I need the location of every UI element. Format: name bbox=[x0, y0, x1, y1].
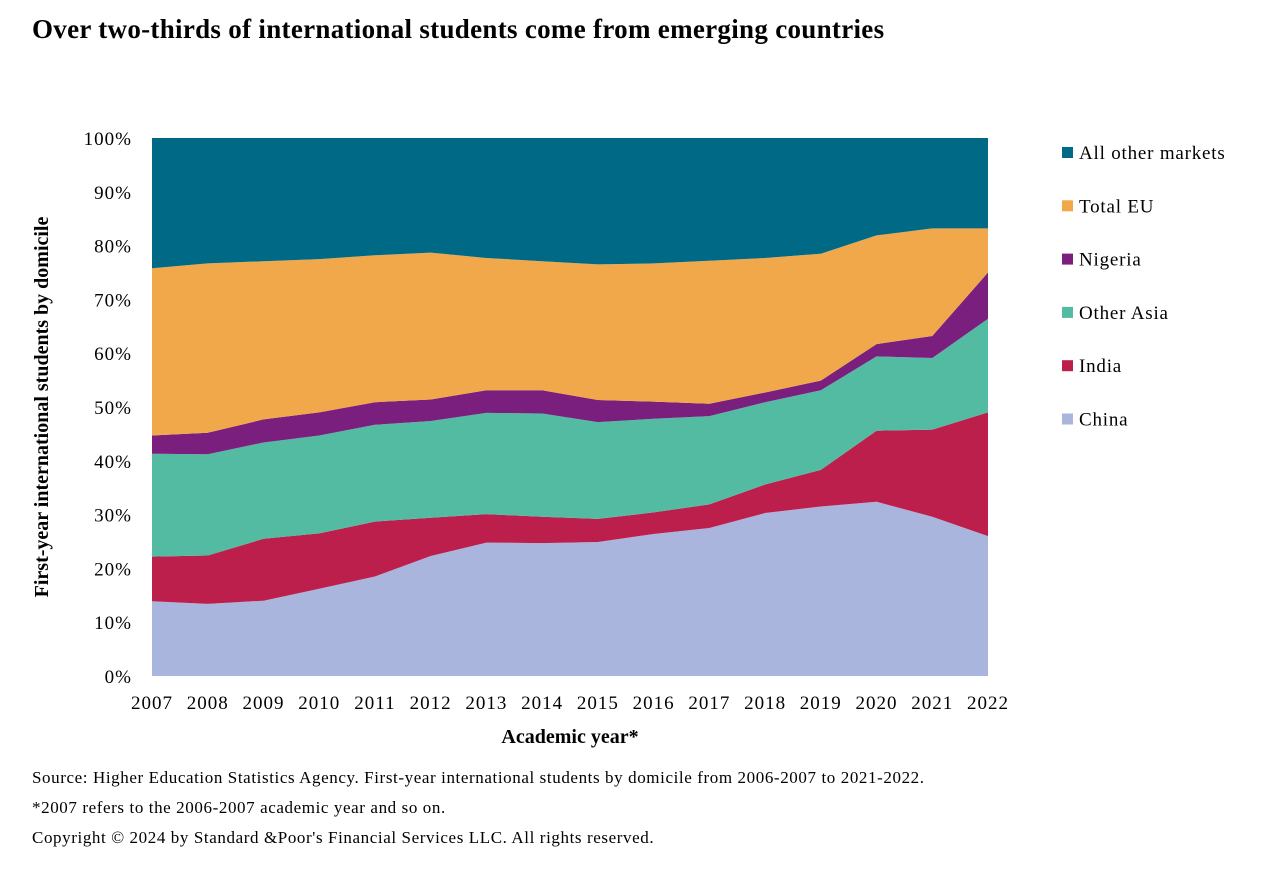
legend: All other markets Total EU Nigeria Other As… bbox=[1062, 143, 1226, 431]
x-tick-label: 2011 bbox=[354, 693, 395, 714]
x-tick-label: 2010 bbox=[298, 693, 340, 714]
y-tick-label: 20% bbox=[94, 559, 132, 580]
x-tick-label: 2014 bbox=[521, 693, 563, 714]
legend-swatch bbox=[1062, 253, 1073, 265]
x-tick-label: 2022 bbox=[967, 693, 1009, 714]
x-tick-label: 2017 bbox=[688, 693, 730, 714]
legend-swatch bbox=[1062, 413, 1073, 425]
y-tick-label: 30% bbox=[94, 506, 132, 527]
x-tick-label: 2009 bbox=[242, 693, 284, 714]
legend-item: India bbox=[1062, 356, 1122, 377]
x-tick-label: 2007 bbox=[131, 693, 173, 714]
y-tick-label: 50% bbox=[94, 398, 132, 419]
legend-swatch bbox=[1062, 200, 1073, 212]
y-tick-label: 70% bbox=[94, 290, 132, 311]
legend-label: India bbox=[1079, 356, 1122, 377]
legend-item: Total EU bbox=[1062, 196, 1154, 217]
y-tick-label: 0% bbox=[105, 667, 132, 688]
chart-notes: Source: Higher Education Statistics Agen… bbox=[32, 764, 925, 854]
area-nigeria bbox=[152, 272, 988, 455]
y-axis-title: First-year international students by dom… bbox=[31, 217, 53, 598]
legend-item: China bbox=[1062, 410, 1128, 431]
x-tick-label: 2021 bbox=[911, 693, 953, 714]
legend-label: China bbox=[1079, 410, 1128, 431]
x-tick-label: 2012 bbox=[410, 693, 452, 714]
legend-label: Nigeria bbox=[1079, 250, 1142, 271]
area-series-group bbox=[152, 138, 988, 676]
legend-item: Other Asia bbox=[1062, 303, 1169, 324]
area-india bbox=[152, 412, 988, 604]
copyright-note: Copyright © 2024 by Standard &Poor's Fin… bbox=[32, 828, 655, 847]
legend-label: All other markets bbox=[1079, 143, 1226, 164]
chart-title: Over two-thirds of international student… bbox=[32, 14, 885, 44]
legend-swatch bbox=[1062, 306, 1073, 318]
x-tick-label: 2018 bbox=[744, 693, 786, 714]
y-tick-label: 10% bbox=[94, 613, 132, 634]
legend-item: All other markets bbox=[1062, 143, 1226, 164]
footnote: *2007 refers to the 2006-2007 academic y… bbox=[32, 798, 446, 817]
legend-swatch bbox=[1062, 147, 1073, 158]
area-china bbox=[152, 501, 988, 676]
x-tick-label: 2015 bbox=[577, 693, 619, 714]
area-other-asia bbox=[152, 318, 988, 557]
source-note: Source: Higher Education Statistics Agen… bbox=[32, 768, 925, 787]
legend-label: Other Asia bbox=[1079, 303, 1169, 324]
area-all-other-markets bbox=[152, 138, 988, 269]
legend-label: Total EU bbox=[1079, 196, 1154, 217]
x-axis-ticks: 2007 2008 2009 2010 2011 2012 2013 2014 2015 2016… bbox=[131, 693, 1009, 714]
y-axis-ticks: 0% 10% 20% 30% 40% 50% 60% 70% 80% 90% 100% bbox=[84, 129, 132, 688]
x-tick-label: 2019 bbox=[800, 693, 842, 714]
x-tick-label: 2013 bbox=[465, 693, 507, 714]
area-total-eu bbox=[152, 228, 988, 436]
y-tick-label: 40% bbox=[94, 452, 132, 473]
x-tick-label: 2016 bbox=[633, 693, 675, 714]
y-tick-label: 80% bbox=[94, 237, 132, 258]
x-tick-label: 2008 bbox=[187, 693, 229, 714]
legend-item: Nigeria bbox=[1062, 250, 1142, 271]
x-tick-label: 2020 bbox=[856, 693, 898, 714]
x-axis-title: Academic year* bbox=[501, 726, 638, 748]
y-tick-label: 60% bbox=[94, 344, 132, 365]
legend-swatch bbox=[1062, 360, 1073, 372]
y-tick-label: 90% bbox=[94, 183, 132, 204]
y-tick-label: 100% bbox=[84, 129, 132, 150]
